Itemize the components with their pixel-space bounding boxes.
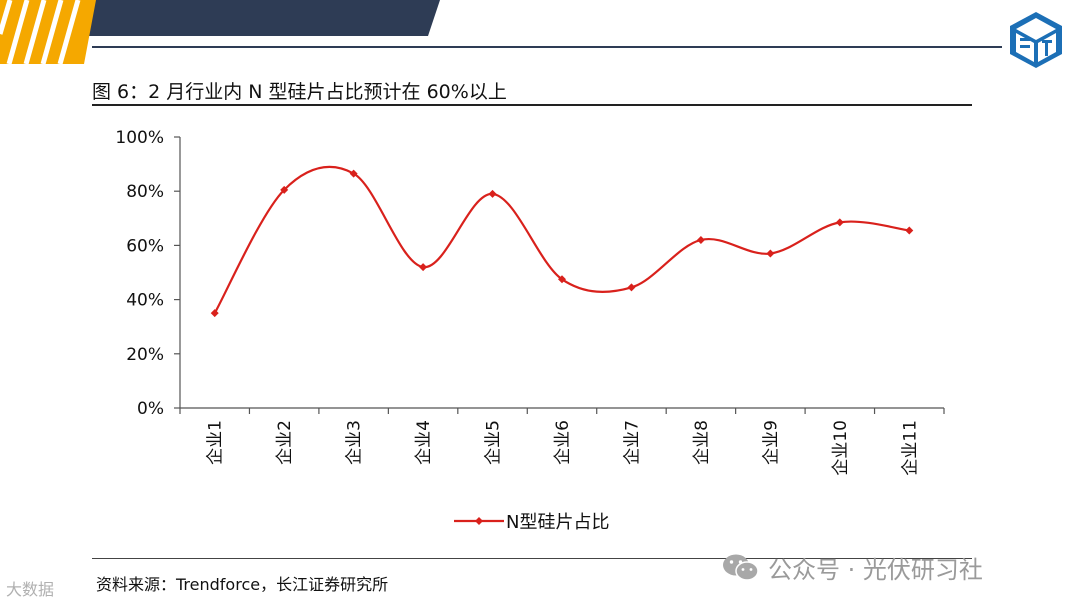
data-point [419,263,428,272]
watermark-text: 公众号 · 光伏研习社 [768,556,983,584]
corner-watermark: 大数据 [6,580,55,599]
y-tick-label: 40% [126,291,164,311]
x-tick-label: 企业3 [345,420,365,465]
y-tick-label: 20% [126,345,164,365]
wechat-icon [723,554,759,581]
x-tick-label: 企业9 [761,420,781,465]
x-tick-label: 企业8 [692,420,712,465]
x-tick-label: 企业4 [414,420,434,465]
source-rule [92,558,972,559]
data-point [280,185,289,194]
data-point [766,249,775,258]
x-tick-label: 企业2 [275,420,295,465]
series-line [213,165,910,314]
data-point [696,235,705,244]
x-axis: 企业1 企业2 企业3 企业4 企业5 企业6 企业7 企业8 企业9 企业10 企业11 [179,407,945,476]
y-tick-label: 100% [115,128,164,148]
x-tick-label: 企业11 [900,420,920,476]
x-tick-label: 企业7 [622,420,642,465]
line-chart: 0% 20% 40% 60% 80% 100% 企业1 企业2 企业3 企业4 企业5 企业6 企业7… [115,128,945,533]
data-point [558,275,566,284]
legend-swatch-marker [475,517,483,525]
data-point [210,309,219,318]
x-tick-label: 企业6 [553,420,573,465]
y-axis: 0% 20% 40% 60% 80% 100% [115,128,181,419]
y-tick-label: 0% [137,399,164,419]
data-point [488,189,497,198]
chart-legend: N型硅片占比 [454,512,609,533]
series-layer [210,165,914,318]
x-tick-label: 企业5 [484,420,504,465]
data-point [905,226,914,235]
figure-caption: 图 6：2 月行业内 N 型硅片占比预计在 60%以上 [92,81,507,103]
x-tick-label: 企业10 [831,420,851,476]
y-tick-label: 80% [126,182,164,202]
x-tick-label: 企业1 [206,420,226,465]
watermark: 公众号 · 光伏研习社 [722,550,983,585]
caption-rule [92,104,972,106]
data-point [627,283,636,292]
header-rule [92,46,1002,48]
brand-logo-icon [1010,12,1062,68]
data-point [349,169,358,178]
source-note: 资料来源：Trendforce，长江证券研究所 [96,575,389,594]
legend-label: N型硅片占比 [506,512,609,533]
data-point [835,218,844,227]
y-tick-label: 60% [126,236,164,256]
header-stripe-band [0,0,440,64]
